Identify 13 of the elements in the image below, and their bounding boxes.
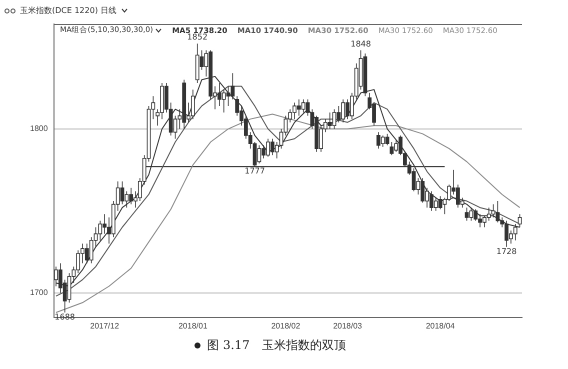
chart-title: 玉米指数(DCE 1220) 日线 (20, 5, 116, 16)
annotation: 1777 (244, 166, 265, 176)
caption: 图 3.17 玉米指数的双顶 (207, 337, 346, 354)
x-tick-label: 2018/04 (426, 321, 456, 330)
x-tick-label: 2018/03 (333, 321, 363, 330)
annotation: 1852 (187, 32, 208, 42)
x-tick-label: 2017/12 (90, 321, 120, 330)
x-tick-label: 2018/02 (271, 321, 301, 330)
x-tick-label: 2018/01 (178, 321, 208, 330)
y-tick-label: 1700 (30, 288, 48, 298)
y-tick-label: 1800 (30, 124, 48, 134)
annotation: 1728 (496, 246, 517, 256)
annotation: 1848 (350, 39, 371, 48)
